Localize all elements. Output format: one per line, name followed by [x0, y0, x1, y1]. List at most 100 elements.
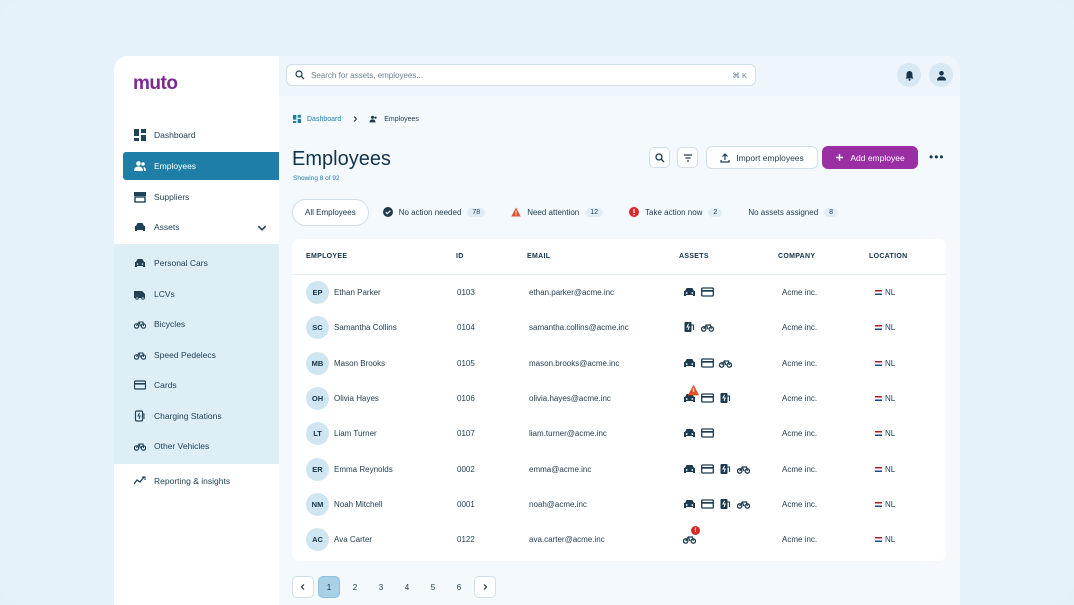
location-label: NL	[885, 464, 896, 474]
column-header-company[interactable]: COMPANY	[778, 253, 816, 260]
assets-cell: !	[682, 526, 700, 545]
location: NL	[875, 288, 895, 297]
flag-nl-icon	[875, 466, 882, 472]
search-shortcut: ⌘ K	[732, 70, 747, 80]
sidebar-item-assets[interactable]: Assets	[123, 213, 279, 241]
employee-email: ethan.parker@acme.inc	[529, 288, 615, 297]
sidebar-item-cards[interactable]: Cards	[123, 371, 279, 399]
filter-take-action-now[interactable]: Take action now 2	[617, 199, 734, 226]
column-header-assets[interactable]: ASSETS	[679, 253, 709, 260]
employee-name[interactable]: Liam Turner	[334, 429, 377, 439]
card-icon[interactable]	[701, 498, 714, 510]
employee-email: mason.brooks@acme.inc	[529, 358, 620, 368]
filter-no-assets-assigned[interactable]: No assets assigned 8	[736, 199, 850, 226]
car-icon[interactable]	[683, 427, 696, 439]
card-icon[interactable]	[701, 392, 714, 404]
add-employee-button[interactable]: Add employee	[822, 146, 918, 169]
bicycle-icon[interactable]	[718, 357, 733, 369]
table-row[interactable]: AC Ava Carter 0122 ava.carter@acme.inc! Acme…	[292, 522, 946, 557]
bicycle-icon	[133, 318, 146, 331]
chevron-down-icon[interactable]	[256, 222, 268, 234]
employee-name[interactable]: Olivia Hayes	[334, 393, 379, 403]
page-button[interactable]: 2	[352, 582, 358, 592]
column-header-email[interactable]: EMAIL	[527, 253, 551, 260]
location-label: NL	[885, 429, 896, 439]
charger-icon[interactable]	[719, 463, 732, 475]
table-row[interactable]: SC Samantha Collins 0104 samantha.collins@a…	[292, 310, 946, 345]
breadcrumb-dashboard[interactable]: Dashboard	[307, 115, 342, 123]
user-icon	[936, 70, 946, 80]
flag-nl-icon	[875, 537, 882, 543]
search-input[interactable]: Search for assets, employees... ⌘ K	[286, 64, 756, 86]
chevron-left-icon	[300, 584, 305, 590]
table-row[interactable]: NM Noah Mitchell 0001 noah@acme.inc Acme inc…	[292, 487, 946, 522]
car-icon	[133, 221, 146, 234]
card-icon[interactable]	[701, 286, 714, 298]
filter-count: 12	[585, 207, 604, 217]
employee-name[interactable]: Samantha Collins	[334, 323, 397, 333]
column-header-id[interactable]: ID	[456, 253, 464, 260]
table-row[interactable]: LT Liam Turner 0107 liam.turner@acme.inc Acm…	[292, 416, 946, 451]
sidebar-item-speed-pedelecs[interactable]: Speed Pedelecs	[123, 341, 279, 369]
page-button[interactable]: 3	[378, 582, 384, 592]
column-header-employee[interactable]: EMPLOYEE	[306, 253, 348, 260]
next-page-button[interactable]	[474, 576, 496, 598]
table-row[interactable]: ER Emma Reynolds 0002 emma@acme.inc Acme inc…	[292, 452, 946, 487]
page-button[interactable]: 6	[456, 582, 462, 592]
page-button[interactable]: 5	[430, 582, 436, 592]
filter-no-action-needed[interactable]: No action needed 78	[371, 199, 498, 226]
employee-name[interactable]: Ethan Parker	[334, 288, 381, 297]
filter-need-attention[interactable]: Need attention 12	[499, 199, 615, 226]
page-button[interactable]: 1	[318, 576, 340, 598]
filter-button[interactable]	[677, 147, 698, 168]
avatar: MB	[306, 351, 329, 375]
column-header-location[interactable]: LOCATION	[869, 253, 908, 260]
app-window: muto Dashboard Employees Suppliers Asset…	[114, 56, 960, 605]
sidebar-item-lcvs[interactable]: LCVs	[123, 280, 279, 308]
charger-icon[interactable]	[719, 498, 732, 510]
table-row[interactable]: MB Mason Brooks 0105 mason.brooks@acme.inc A…	[292, 346, 946, 381]
card-icon[interactable]	[701, 463, 714, 475]
employee-name[interactable]: Ava Carter	[334, 535, 373, 545]
sidebar-item-dashboard[interactable]: Dashboard	[123, 121, 279, 149]
avatar: NM	[306, 492, 329, 516]
sidebar-item-personal-cars[interactable]: Personal Cars	[123, 249, 279, 277]
card-icon[interactable]	[701, 427, 714, 439]
card-icon[interactable]	[701, 357, 714, 369]
search-button[interactable]	[649, 147, 670, 168]
import-employees-button[interactable]: Import employees	[706, 146, 818, 169]
car-icon[interactable]	[683, 286, 696, 298]
sidebar-item-bicycles[interactable]: Bicycles	[123, 310, 279, 338]
charger-icon[interactable]	[683, 321, 696, 333]
charger-icon[interactable]	[719, 392, 732, 404]
bicycle-icon[interactable]	[736, 463, 751, 475]
flag-nl-icon	[875, 360, 882, 366]
bicycle-icon[interactable]	[700, 321, 715, 333]
sidebar-item-charging-stations[interactable]: Charging Stations	[123, 402, 279, 430]
car-icon[interactable]	[683, 357, 696, 369]
table-row[interactable]: OH Olivia Hayes 0106 olivia.hayes@acme.inc A…	[292, 381, 946, 416]
search-icon	[654, 152, 664, 162]
table-row[interactable]: EP Ethan Parker 0103 ethan.parker@acme.inc A…	[292, 275, 946, 310]
notifications-button[interactable]	[897, 63, 921, 87]
filter-all-employees[interactable]: All Employees	[292, 198, 369, 226]
account-button[interactable]	[929, 63, 953, 87]
car-icon[interactable]	[683, 498, 696, 510]
assets-cell	[683, 463, 751, 475]
bicycle-icon[interactable]: !	[682, 526, 700, 545]
employee-name[interactable]: Noah Mitchell	[334, 499, 383, 509]
sidebar-item-employees[interactable]: Employees	[123, 152, 279, 180]
grid-icon	[293, 115, 301, 123]
car-icon[interactable]	[683, 463, 696, 475]
page-button[interactable]: 4	[404, 582, 410, 592]
employee-name[interactable]: Mason Brooks	[334, 358, 386, 368]
logo[interactable]: muto	[133, 73, 178, 94]
sidebar-item-suppliers[interactable]: Suppliers	[123, 183, 279, 211]
more-options-button[interactable]: •••	[929, 150, 945, 164]
car-icon[interactable]	[683, 384, 700, 404]
bicycle-icon[interactable]	[736, 498, 751, 510]
sidebar-item-reporting[interactable]: Reporting & insights	[123, 467, 279, 495]
employee-name[interactable]: Emma Reynolds	[334, 464, 393, 474]
sidebar-item-other-vehicles[interactable]: Other Vehicles	[123, 432, 279, 460]
prev-page-button[interactable]	[292, 576, 314, 598]
